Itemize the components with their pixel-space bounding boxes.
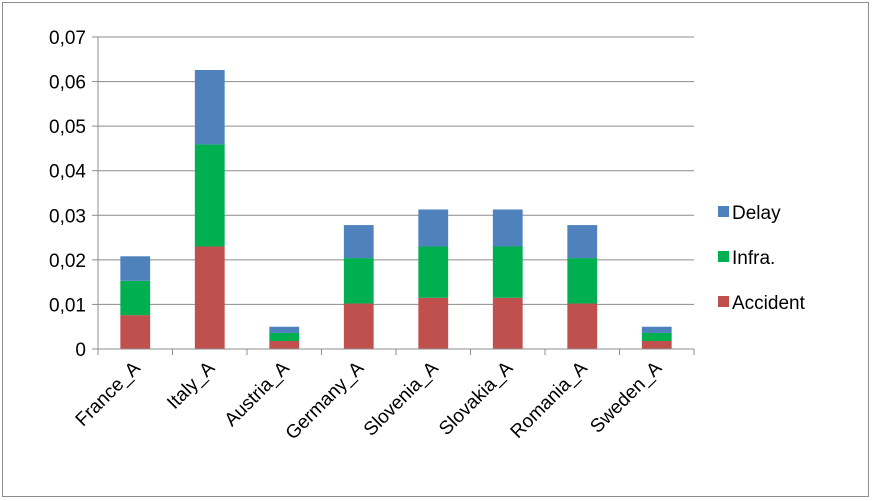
bar-infra-italy-a [194,144,225,247]
y-tick-label: 0 [75,340,86,361]
gridlines [92,36,694,350]
x-tick-label: France_A [72,357,145,430]
bar-infra-slovakia-a [492,246,523,298]
y-tick-label: 0,04 [49,162,86,183]
x-tick-label: Austria_A [221,357,294,430]
bar-accident-sweden-a [641,340,672,349]
bar-infra-sweden-a [641,332,672,341]
y-tick-label: 0,01 [49,295,86,316]
bar-accident-austria-a [269,340,300,349]
bar-delay-sweden-a [641,326,672,333]
legend-swatch [718,206,729,217]
y-tick-label: 0,06 [49,73,86,94]
y-tick-label: 0,05 [49,117,86,138]
y-tick-label: 0,03 [49,206,86,227]
bar-infra-france-a [120,280,151,316]
legend-swatch [718,251,729,262]
legend-label: Accident [732,293,806,314]
bar-accident-france-a [120,315,151,349]
axes [97,37,695,355]
x-tick-label: Slovakia_A [435,357,517,439]
bar-delay-austria-a [269,326,300,333]
bar-accident-italy-a [194,246,225,349]
bar-infra-slovenia-a [418,246,449,298]
bar-infra-austria-a [269,332,300,341]
bar-delay-slovakia-a [492,209,523,247]
legend-swatch [718,296,729,307]
bar-infra-romania-a [567,258,598,304]
bar-accident-romania-a [567,303,598,349]
y-tick-label: 0,02 [49,251,86,272]
x-tick-label: Sweden_A [586,357,666,437]
x-tick-label: Italy_A [163,357,219,413]
bar-delay-italy-a [194,69,225,145]
bar-accident-slovakia-a [492,297,523,349]
legend: Delay Infra. Accident [718,203,806,314]
bar-infra-germany-a [343,258,374,304]
x-tick-label: Romania_A [507,357,592,442]
bar-delay-france-a [120,256,151,281]
bar-delay-slovenia-a [418,209,449,247]
bars [120,69,672,349]
x-tick-label: Germany_A [282,357,369,444]
x-tick-label: Slovenia_A [360,357,443,440]
legend-label: Infra. [732,248,775,269]
y-tick-label: 0,07 [49,28,86,49]
bar-accident-germany-a [343,303,374,349]
bar-delay-germany-a [343,225,374,259]
legend-label: Delay [732,203,781,224]
bar-delay-romania-a [567,225,598,259]
y-axis-tick-labels: 0 0,01 0,02 0,03 0,04 0,05 0,06 0,07 [49,28,86,361]
bar-accident-slovenia-a [418,297,449,349]
x-axis-tick-labels: France_A Italy_A Austria_AGermany_ASloveni… [72,357,667,444]
